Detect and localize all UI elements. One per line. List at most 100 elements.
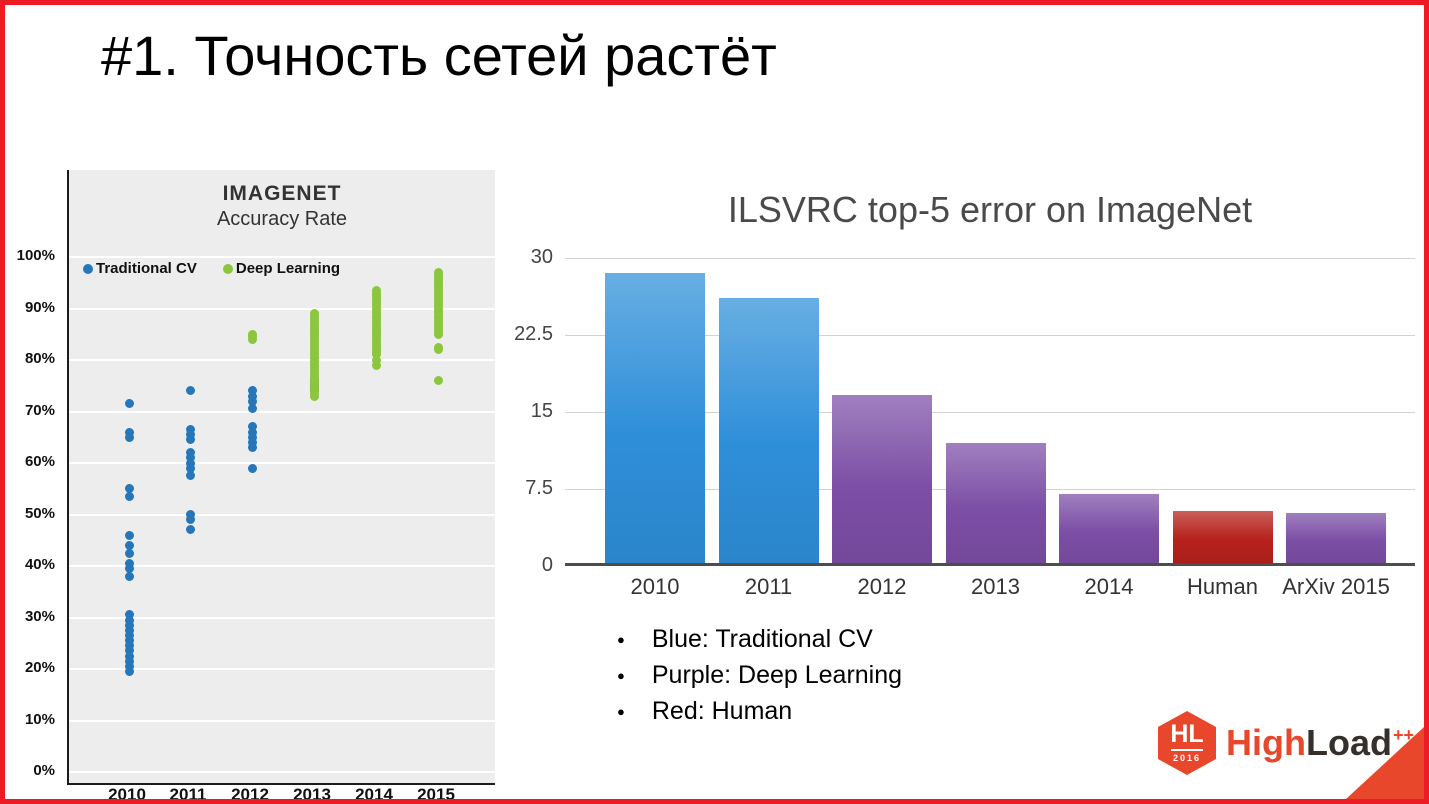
scatter-point (185, 471, 195, 481)
scatter-y-tick-label: 90% (24, 298, 55, 316)
slide-title: #1. Точность сетей растёт (101, 24, 777, 87)
color-legend-bullets: ● Blue: Traditional CV ● Purple: Deep Learn… (613, 625, 902, 733)
scatter-point (124, 432, 134, 442)
scatter-point (185, 525, 195, 535)
scatter-y-tick-label: 60% (24, 453, 55, 470)
scatter-point (124, 636, 134, 646)
bar-x-tick-label: 2012 (857, 574, 907, 599)
legend-swatch-blue-icon (83, 263, 93, 274)
badge-year-text: 2016 (1172, 753, 1202, 763)
bullet-item: ● Blue: Traditional CV (613, 625, 902, 654)
scatter-point (247, 422, 257, 432)
bar-gridline (565, 335, 1415, 336)
scatter-gridline (69, 668, 495, 670)
bar-x-tick-label: 2011 (744, 574, 793, 599)
scatter-point (247, 427, 257, 437)
highload-hexagon-badge: HL 2016 (1158, 711, 1216, 775)
scatter-point (247, 443, 257, 453)
scatter-x-tick-label: 2015 (417, 785, 455, 804)
scatter-chart-subtitle: Accuracy Rate (216, 208, 348, 230)
bar-x-tick-label: 2013 (971, 574, 1020, 599)
bar-2011 (718, 298, 819, 563)
bar-x-tick-label: 2010 (630, 574, 680, 599)
bar-x-tick-label: 2014 (1084, 574, 1134, 599)
bar-x-tick-label: Human (1187, 574, 1258, 599)
scatter-point (309, 391, 319, 401)
badge-divider (1171, 749, 1203, 751)
badge-hl-text: HL (1170, 720, 1204, 748)
bar-y-tick-label: 30 (530, 246, 553, 268)
scatter-x-tick-label: 2010 (108, 785, 146, 804)
bar-gridline (565, 258, 1415, 259)
scatter-point (124, 646, 134, 656)
bullet-icon: ● (617, 668, 625, 683)
scatter-point (124, 615, 134, 625)
scatter-point (124, 656, 134, 666)
scatter-x-tick-label: 2014 (355, 785, 393, 804)
wordmark-high: High (1226, 722, 1306, 763)
scatter-y-tick-label: 100% (16, 247, 55, 264)
bar-y-tick-label: 15 (530, 400, 553, 422)
scatter-y-tick-label: 50% (24, 504, 55, 522)
scatter-point (124, 540, 134, 550)
bar-human (1172, 510, 1273, 563)
scatter-y-tick-label: 10% (24, 710, 55, 728)
scatter-point (371, 355, 381, 365)
scatter-point (247, 386, 257, 396)
scatter-point (124, 571, 134, 581)
bullet-icon: ● (617, 704, 625, 719)
legend-label-deep-learning: Deep Learning (235, 260, 341, 277)
scatter-point (185, 435, 195, 445)
scatter-point (185, 425, 195, 435)
bullet-item: ● Red: Human (613, 697, 902, 726)
scatter-point (124, 548, 134, 558)
scatter-point (185, 515, 195, 525)
scatter-y-tick-label: 70% (24, 401, 55, 419)
scatter-gridline (69, 307, 495, 310)
scatter-plot-area (69, 170, 495, 783)
scatter-gridline (69, 565, 495, 567)
scatter-point (124, 620, 134, 630)
scatter-point (185, 448, 195, 458)
bullet-item: ● Purple: Deep Learning (613, 661, 902, 690)
scatter-point (247, 437, 257, 447)
scatter-point (433, 376, 443, 386)
scatter-point (185, 430, 195, 440)
scatter-point (185, 386, 195, 396)
imagenet-accuracy-chart: IMAGENET Accuracy Rate Traditional CV De… (67, 170, 495, 785)
highload-wordmark: HighLoad++ (1226, 722, 1414, 764)
highload-logo: HL 2016 HighLoad++ (1158, 711, 1414, 775)
scatter-point (124, 631, 134, 641)
bar-y-tick-label: 0 (541, 554, 553, 576)
scatter-point (124, 625, 134, 635)
scatter-gridline (69, 462, 495, 464)
scatter-chart-title: IMAGENET (222, 182, 342, 205)
bullet-label: Purple: Deep Learning (651, 661, 903, 689)
scatter-point (185, 463, 195, 473)
scatter-point (371, 360, 381, 370)
legend-label-traditional-cv: Traditional CV (96, 260, 197, 277)
scatter-point (124, 564, 134, 574)
scatter-point (124, 427, 134, 437)
scatter-gridline (69, 410, 495, 413)
scatter-point (247, 404, 257, 414)
scatter-point (185, 510, 195, 519)
scatter-point (185, 453, 195, 463)
scatter-point (124, 661, 134, 671)
scatter-gridline (69, 513, 495, 516)
bar-arxiv-2015 (1286, 512, 1386, 563)
bar-y-tick-label: 7.5 (525, 477, 553, 499)
scatter-y-tick-label: 30% (24, 607, 55, 625)
bullet-label: Blue: Traditional CV (651, 625, 873, 653)
legend-item-deep-learning: Deep Learning (222, 260, 341, 277)
scatter-point (433, 329, 443, 339)
scatter-legend: Traditional CV Deep Learning (83, 260, 340, 277)
scatter-point (185, 458, 195, 468)
scatter-y-tick-label: 40% (24, 556, 55, 573)
scatter-x-tick-label: 2013 (293, 785, 331, 804)
scatter-gridline (69, 771, 495, 773)
wordmark-plusplus: ++ (1392, 725, 1415, 745)
corner-triangle-decoration (1346, 727, 1424, 799)
scatter-point (433, 345, 443, 355)
scatter-gridline (69, 256, 495, 258)
